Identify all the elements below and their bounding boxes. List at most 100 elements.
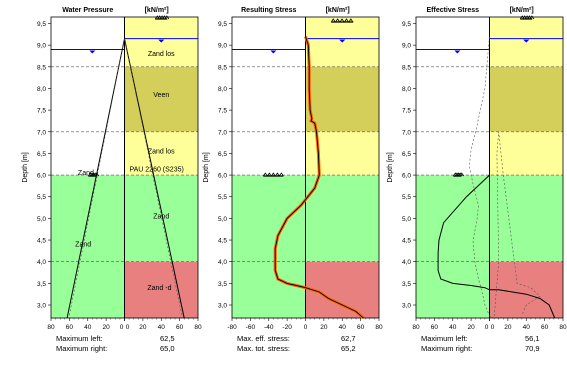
footer-label: Max. tot. stress: (237, 344, 290, 353)
water-marker-left (270, 50, 277, 54)
panel-unit: [kN/m²] (510, 7, 534, 14)
excavation-surface-marker (457, 172, 463, 177)
soil-right-zand (305, 175, 379, 262)
depth-tick-label: 4,5 (402, 238, 411, 245)
x-tick-label: 40 (523, 324, 531, 331)
excavation-surface-marker (275, 172, 280, 177)
x-tick-label: 20 (504, 324, 512, 331)
depth-tick-label: 3,0 (37, 303, 46, 310)
x-tick-label: -20 (282, 324, 292, 331)
x-tick-label: 40 (449, 324, 457, 331)
panel-unit: [kN/m²] (326, 7, 350, 14)
depth-tick-label: 8,5 (402, 64, 411, 71)
footer-value: 56,1 (525, 334, 540, 343)
panel-title: Water Pressure (62, 7, 113, 14)
x-tick-label: 60 (66, 324, 74, 331)
ground-surface-marker (344, 18, 349, 23)
x-tick-label: 40 (84, 324, 92, 331)
depth-tick-label: 6,0 (402, 173, 411, 180)
excavation-surface-marker (453, 172, 458, 177)
water-marker-right (339, 39, 346, 43)
depth-tick-label: 6,0 (218, 173, 227, 180)
footer-value: 65,0 (160, 344, 175, 353)
x-tick-label: 60 (541, 324, 549, 331)
soil-layer-label: Zand (78, 170, 94, 177)
footer-value: 65,2 (341, 344, 356, 353)
excavation-surface-marker (263, 172, 268, 177)
x-tick-label: 0 (304, 324, 308, 331)
x-tick-label: 60 (357, 324, 365, 331)
excavation-surface-marker (456, 172, 461, 177)
effective-stress-line (437, 36, 556, 319)
depth-tick-label: 7,5 (402, 108, 411, 115)
excavation-surface-marker (454, 172, 460, 177)
x-tick-label: 80 (375, 324, 383, 331)
water-pressure-dashed (68, 38, 125, 319)
depth-tick-label: 8,0 (402, 86, 411, 93)
excavation-surface-marker (271, 172, 276, 177)
depth-tick-label: 5,5 (402, 194, 411, 201)
x-tick-label: 0 (485, 324, 489, 331)
effective-stress-dashed (468, 36, 541, 319)
soil-layer-label: PAU 2260 (S235) (129, 167, 183, 174)
water-pressure-line (124, 38, 185, 319)
depth-tick-label: 9,5 (402, 21, 411, 28)
x-tick-label: 0 (491, 324, 495, 331)
depth-tick-label: 8,5 (37, 64, 46, 71)
depth-tick-label: 6,5 (402, 151, 411, 158)
x-tick-label: -60 (246, 324, 256, 331)
depth-axis-label: Depth [m] (203, 152, 210, 182)
x-tick-label: 0 (126, 324, 130, 331)
water-marker-right (158, 39, 165, 43)
ground-surface-marker (164, 15, 170, 20)
ground-surface-marker (348, 18, 354, 23)
soil-right-zand (489, 175, 563, 262)
soil-right-zand (124, 175, 198, 262)
water-pressure-dashed (124, 38, 183, 319)
soil-layer-label: Veen (153, 92, 169, 99)
footer-value: 62,7 (341, 334, 356, 343)
water-marker-left (454, 50, 461, 54)
depth-tick-label: 8,0 (218, 86, 227, 93)
depth-tick-label: 5,0 (218, 216, 227, 223)
depth-tick-label: 6,5 (218, 151, 227, 158)
footer-label: Maximum right: (56, 344, 107, 353)
depth-tick-label: 5,0 (402, 216, 411, 223)
depth-tick-label: 9,0 (37, 43, 46, 50)
soil-layer-label: Zand los (148, 148, 175, 155)
depth-tick-label: 5,5 (37, 194, 46, 201)
depth-tick-label: 6,0 (37, 173, 46, 180)
depth-tick-label: 4,0 (218, 259, 227, 266)
depth-tick-label: 7,0 (37, 129, 46, 136)
depth-tick-label: 7,5 (218, 108, 227, 115)
depth-tick-label: 9,5 (37, 21, 46, 28)
depth-tick-label: 4,0 (402, 259, 411, 266)
x-tick-label: 40 (339, 324, 347, 331)
water-marker-left (89, 50, 96, 54)
depth-tick-label: 9,0 (218, 43, 227, 50)
footer-value: 70,9 (525, 344, 540, 353)
soil-right-zand-los (124, 131, 198, 176)
excavation-surface-marker (267, 172, 272, 177)
soil-left-zand (51, 175, 125, 318)
depth-tick-label: 6,5 (37, 151, 46, 158)
depth-tick-label: 9,5 (218, 21, 227, 28)
panel-unit: [kN/m²] (145, 7, 169, 14)
water-marker-right (523, 39, 530, 43)
depth-tick-label: 9,0 (402, 43, 411, 50)
depth-tick-label: 4,5 (218, 238, 227, 245)
footer-label: Maximum right: (421, 344, 472, 353)
soil-left-zand (416, 175, 490, 318)
x-tick-label: 0 (120, 324, 124, 331)
x-tick-label: 20 (320, 324, 328, 331)
soil-layer-label: Zand -d (147, 285, 171, 292)
ground-surface-marker (339, 18, 345, 23)
x-tick-label: 40 (158, 324, 166, 331)
depth-tick-label: 3,5 (218, 281, 227, 288)
soil-layer-label: Zand los (148, 51, 175, 58)
depth-tick-label: 3,5 (402, 281, 411, 288)
depth-tick-label: 4,5 (37, 238, 46, 245)
x-tick-label: 60 (176, 324, 184, 331)
footer-label: Maximum left: (421, 334, 468, 343)
